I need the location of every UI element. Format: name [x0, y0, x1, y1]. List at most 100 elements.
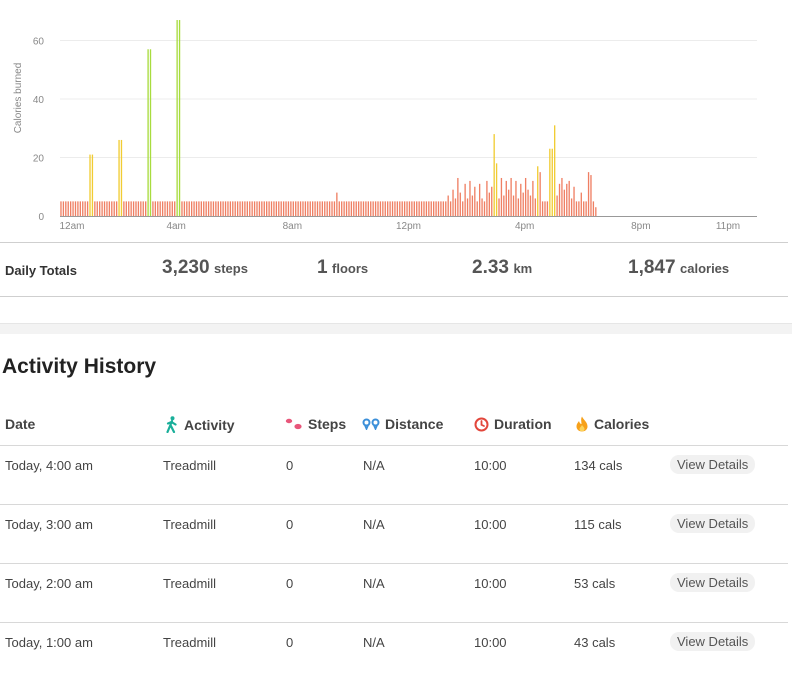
row-activity: Treadmill — [163, 458, 216, 473]
calorie-bar — [583, 201, 585, 216]
calorie-bar — [74, 201, 77, 216]
calorie-bar — [128, 201, 130, 216]
row-duration: 10:00 — [474, 635, 507, 650]
calorie-bar — [292, 201, 294, 216]
calorie-bar — [115, 201, 118, 216]
column-header-calories-label: Calories — [594, 416, 650, 432]
calorie-bar — [566, 183, 568, 216]
calorie-bar — [103, 201, 106, 216]
calorie-bar — [420, 201, 423, 216]
calorie-bar — [493, 134, 495, 216]
calorie-bar — [176, 20, 178, 217]
calorie-bar — [266, 201, 268, 216]
row-date: Today, 3:00 am — [5, 517, 93, 532]
calorie-bar — [483, 201, 486, 216]
y-axis-label: Calories burned — [13, 63, 24, 134]
total-floors-value: 1 — [317, 257, 328, 278]
calorie-bar — [377, 201, 379, 216]
calorie-bar — [135, 201, 137, 216]
calorie-bar — [486, 180, 488, 216]
calorie-bar — [215, 201, 217, 216]
calorie-bar — [362, 201, 365, 216]
calorie-bar — [406, 201, 408, 216]
calorie-bar — [280, 201, 282, 216]
calorie-bar — [190, 201, 193, 216]
calorie-bar — [154, 201, 157, 216]
calorie-bar — [302, 201, 304, 216]
calorie-bar — [481, 198, 483, 216]
column-header-distance: Distance — [362, 416, 443, 432]
calorie-bar — [394, 201, 396, 216]
calorie-bar — [442, 201, 445, 216]
calorie-bar — [457, 177, 459, 216]
row-distance: N/A — [363, 576, 385, 591]
calorie-bar — [241, 201, 244, 216]
calorie-bar — [498, 198, 500, 216]
calorie-bar — [261, 201, 263, 216]
calorie-bar — [186, 201, 188, 216]
calorie-bar — [316, 201, 319, 216]
x-tick-label: 8am — [283, 221, 302, 232]
calorie-bar — [396, 201, 399, 216]
calorie-bar — [592, 201, 595, 216]
view-details-button[interactable]: View Details — [670, 573, 756, 592]
y-tick-label: 0 — [38, 212, 44, 223]
calorie-bar — [132, 201, 135, 216]
calorie-bar — [149, 49, 152, 217]
calorie-bar — [282, 201, 285, 216]
calorie-bar — [147, 49, 149, 217]
calorie-bar — [101, 201, 103, 216]
calorie-bar — [382, 201, 384, 216]
row-distance: N/A — [363, 458, 385, 473]
calorie-bar — [108, 201, 111, 216]
calorie-bar — [348, 201, 350, 216]
calorie-bar — [425, 201, 428, 216]
calorie-bar — [307, 201, 309, 216]
table-row: Today, 3:00 am Treadmill 0 N/A 10:00 115… — [0, 504, 788, 563]
calorie-bar — [445, 201, 447, 216]
column-header-distance-label: Distance — [385, 416, 444, 432]
calorie-bar — [355, 201, 357, 216]
calorie-bar — [113, 201, 115, 216]
calorie-bar — [520, 183, 522, 216]
calorie-bar — [246, 201, 248, 216]
row-calories: 134 cals — [574, 458, 623, 473]
calorie-bar — [324, 201, 326, 216]
calorie-bar — [205, 201, 207, 216]
calorie-bar — [125, 201, 127, 216]
calorie-bar — [251, 201, 253, 216]
calorie-bar — [91, 154, 94, 216]
calorie-bar — [203, 201, 205, 216]
row-steps: 0 — [286, 458, 294, 473]
calorie-bar — [471, 195, 474, 216]
section-divider — [0, 323, 792, 334]
clock-icon — [474, 417, 489, 432]
calorie-bar — [224, 201, 227, 216]
calorie-bar — [345, 201, 348, 216]
calorie-bar — [273, 201, 275, 216]
calorie-bar — [193, 201, 195, 216]
calorie-bar — [353, 201, 355, 216]
table-row: Today, 4:00 am Treadmill 0 N/A 10:00 134… — [0, 445, 788, 504]
view-details-button[interactable]: View Details — [670, 632, 756, 651]
calorie-bar — [321, 201, 324, 216]
calorie-bar — [244, 201, 246, 216]
calorie-bar — [561, 177, 563, 216]
calorie-bar — [510, 177, 512, 216]
calorie-bar — [464, 183, 466, 216]
calorie-bar — [428, 201, 430, 216]
view-details-button[interactable]: View Details — [670, 455, 756, 474]
row-date: Today, 4:00 am — [5, 458, 93, 473]
calorie-bar — [556, 195, 558, 216]
calorie-bar — [142, 201, 144, 216]
view-details-button[interactable]: View Details — [670, 514, 756, 533]
calorie-bar — [440, 201, 442, 216]
calorie-bar — [229, 201, 232, 216]
calorie-bar — [365, 201, 367, 216]
total-steps: 3,230 steps — [162, 257, 248, 279]
calorie-bar — [299, 201, 302, 216]
calorie-bar — [517, 198, 520, 216]
calorie-bar — [435, 201, 437, 216]
calorie-bar — [384, 201, 386, 216]
calorie-bar — [338, 201, 340, 216]
